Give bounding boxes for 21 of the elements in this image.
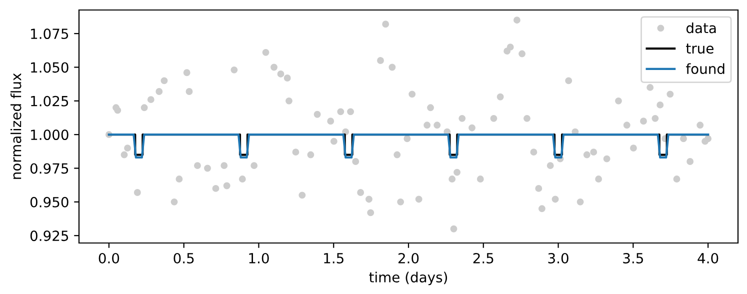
legend-label: data xyxy=(686,22,716,34)
x-tick-label: 1.0 xyxy=(249,252,269,264)
x-tick-label: 2.0 xyxy=(398,252,419,264)
x-tick-label: 0.5 xyxy=(174,252,194,264)
x-axis-title: time (days) xyxy=(369,272,448,286)
y-tick-label: 0.950 xyxy=(30,196,68,208)
x-tick-label: 1.5 xyxy=(324,253,344,264)
y-tick-label: 1.050 xyxy=(31,62,68,73)
x-tick-label: 3.5 xyxy=(623,252,643,264)
x-tick-label: 4.0 xyxy=(698,252,718,264)
y-axis-title: normalized flux xyxy=(10,73,22,179)
y-tick-label: 0.975 xyxy=(30,163,68,174)
y-tick-label: 0.925 xyxy=(30,230,68,242)
y-tick-label: 1.000 xyxy=(31,130,68,140)
legend-label: true xyxy=(686,44,714,54)
y-tick-label: 1.075 xyxy=(31,28,68,40)
y-tick-label: 1.025 xyxy=(31,96,68,106)
legend-label: found xyxy=(686,63,724,74)
x-tick-label: 2.5 xyxy=(473,252,494,264)
x-tick-label: 3.0 xyxy=(548,252,568,264)
x-tick-label: 0.0 xyxy=(98,252,120,264)
